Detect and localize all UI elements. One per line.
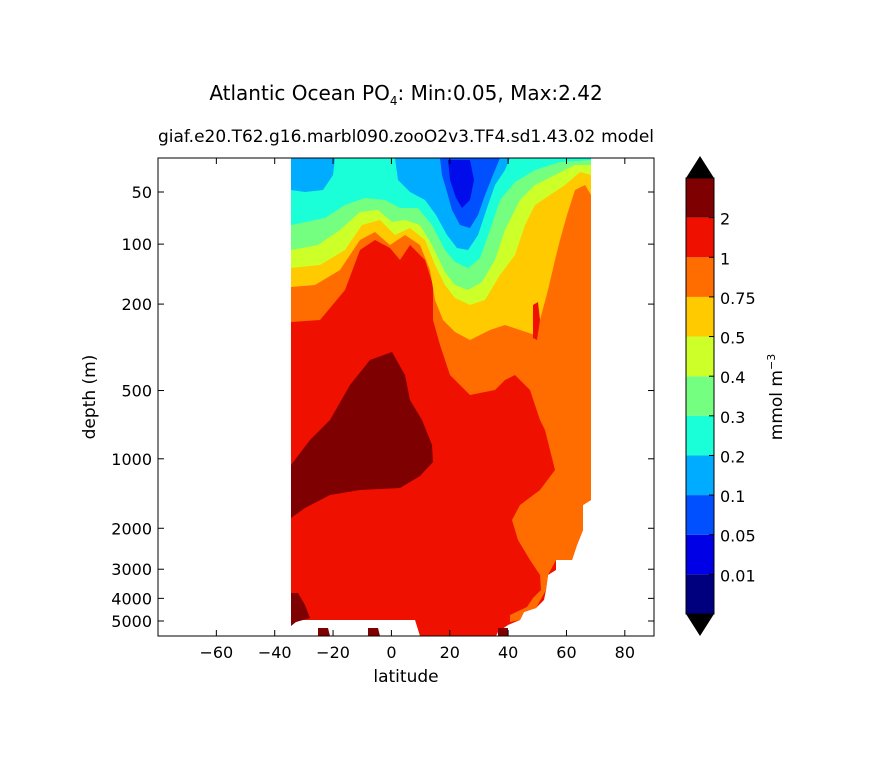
colorbar-tick-label: 0.5: [720, 329, 745, 348]
colorbar-swatch: [686, 495, 714, 535]
y-tick-label: 3000: [111, 560, 152, 579]
colorbar-extend-max: [686, 156, 714, 178]
colorbar-extend-min: [686, 614, 714, 636]
y-tick-label: 200: [121, 295, 152, 314]
x-tick-label: 60: [556, 643, 576, 662]
colorbar-swatch: [686, 415, 714, 456]
contour-band-patch-north: [533, 302, 540, 340]
contour-band-gt2-bottom-2: [318, 628, 330, 636]
chart-subtitle-case: giaf.e20.T62.g16.marbl090.zooO2v3.TF4.sd…: [158, 127, 595, 147]
x-tick-label: 0: [386, 643, 396, 662]
colorbar-swatch: [686, 257, 714, 297]
y-tick-label: 2000: [111, 519, 152, 538]
contour-band-0.1-0.2-south: [291, 158, 335, 192]
chart-title: Atlantic Ocean PO4: Min:0.05, Max:2.42: [209, 81, 602, 108]
y-axis-label: depth (m): [80, 355, 100, 440]
x-tick-label: −20: [316, 643, 350, 662]
y-tick-label: 100: [121, 235, 152, 254]
chart-subtitle-model: model: [601, 127, 654, 147]
colorbar-swatch: [686, 455, 714, 496]
x-tick-label: 20: [440, 643, 460, 662]
plot-frame: [157, 157, 655, 637]
x-tick-label: 40: [498, 643, 518, 662]
y-tick-label: 50: [132, 183, 152, 202]
x-axis: −60 −40 −20 0 20 40 60 80: [199, 158, 635, 662]
x-axis-label: latitude: [373, 667, 438, 687]
contour-band-gt2-core: [291, 352, 433, 518]
bathymetry-mask: [410, 620, 420, 636]
x-tick-label: −60: [199, 643, 233, 662]
colorbar-label: mmol m−3: [765, 354, 787, 440]
colorbar-swatch: [686, 296, 714, 337]
contour-band-gt2-bottom-4: [498, 628, 508, 636]
colorbar-tick-label: 0.3: [720, 408, 745, 427]
colorbar-tick-label: 0.2: [720, 447, 745, 466]
colorbar-tick-label: 0.4: [720, 368, 745, 387]
contour-band-0.01-0.05: [448, 160, 474, 208]
colorbar-swatch: [686, 336, 714, 377]
contour-band-gt2-bottom: [291, 593, 310, 626]
colorbar-swatch: [686, 534, 714, 575]
colorbar-swatch: [686, 376, 714, 416]
y-tick-label: 5000: [111, 612, 152, 631]
x-tick-label: −40: [258, 643, 292, 662]
y-tick-label: 1000: [111, 450, 152, 469]
colorbar-tick-label: 0.1: [720, 487, 745, 506]
colorbar-tick-label: 0.05: [720, 527, 756, 546]
colorbar-swatch: [686, 574, 714, 614]
colorbar-tick-label: 2: [720, 210, 730, 229]
y-tick-label: 4000: [111, 589, 152, 608]
contour-field: [291, 158, 591, 636]
colorbar-tick-label: 0.01: [720, 566, 756, 585]
colorbar-swatch: [686, 178, 714, 218]
plot-area: [157, 157, 655, 637]
colorbar-tick-label: 0.75: [720, 289, 756, 308]
y-axis: 50 100 200 500 1000 2000 3000 4000 5000: [111, 183, 654, 631]
x-tick-label: 80: [615, 643, 635, 662]
colorbar-tick-label: 1: [720, 249, 730, 268]
colorbar: 0.01 0.05 0.1 0.2 0.3 0.4 0.5 0.75 1 2: [685, 156, 756, 636]
y-tick-label: 500: [121, 382, 152, 401]
colorbar-swatch: [686, 217, 714, 258]
contour-band-gt2-bottom-3: [368, 628, 380, 636]
colorbar-frame: [685, 177, 715, 615]
